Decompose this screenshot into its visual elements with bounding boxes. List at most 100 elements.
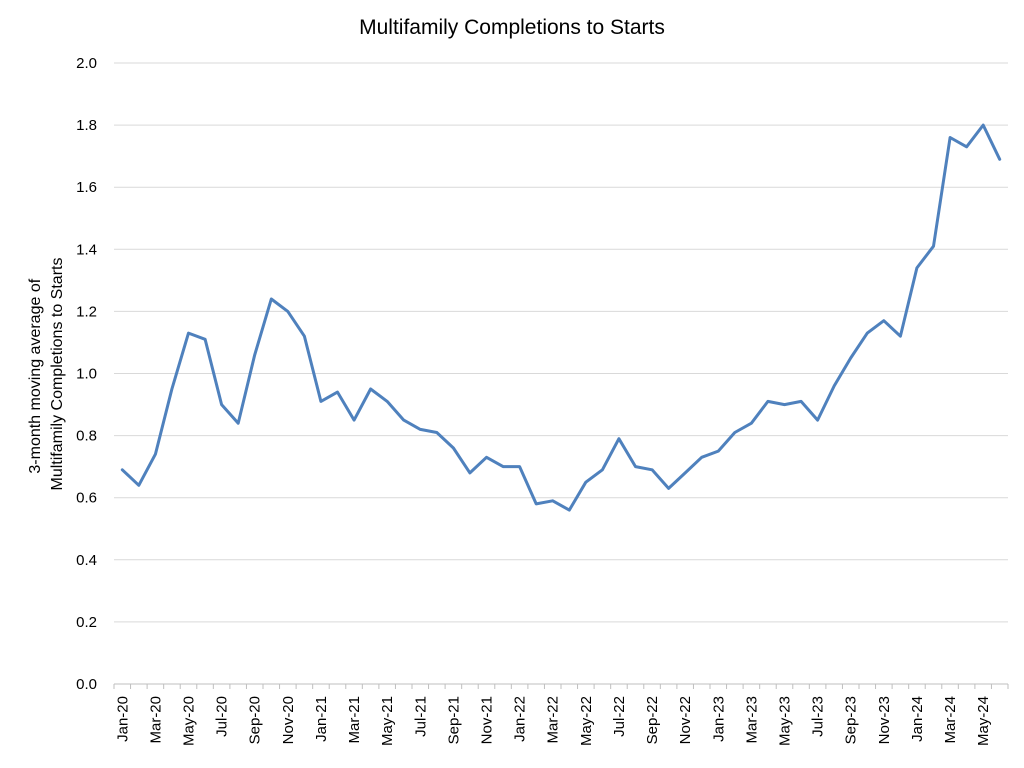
data-point bbox=[452, 447, 455, 450]
data-point bbox=[286, 310, 289, 313]
x-tick-label: May-24 bbox=[975, 696, 992, 746]
data-point bbox=[170, 388, 173, 391]
x-tick-label: Mar-21 bbox=[346, 696, 363, 744]
data-point bbox=[253, 353, 256, 356]
data-point bbox=[833, 384, 836, 387]
data-point bbox=[601, 468, 604, 471]
y-tick-label: 0.6 bbox=[76, 490, 97, 507]
data-point bbox=[899, 335, 902, 338]
y-tick-label: 1.6 bbox=[76, 179, 97, 196]
x-tick-label: Sep-22 bbox=[644, 696, 661, 744]
data-point bbox=[220, 403, 223, 406]
x-tick-label: Sep-21 bbox=[445, 696, 462, 744]
data-point bbox=[915, 266, 918, 269]
data-point bbox=[717, 450, 720, 453]
data-point bbox=[187, 332, 190, 335]
x-tick-label: May-21 bbox=[379, 696, 396, 746]
y-tick-label: 1.0 bbox=[76, 366, 97, 383]
data-point bbox=[386, 400, 389, 403]
data-point bbox=[551, 499, 554, 502]
x-tick-label: Jul-23 bbox=[810, 696, 827, 737]
gridlines bbox=[114, 62, 1008, 685]
x-tick-label: Mar-23 bbox=[743, 696, 760, 744]
x-tick-label: Sep-23 bbox=[843, 696, 860, 744]
x-tick-label: Mar-22 bbox=[545, 696, 562, 744]
data-point bbox=[369, 388, 372, 391]
y-axis-title-line-2: Multifamily Completions to Starts bbox=[49, 258, 66, 491]
data-point bbox=[154, 453, 157, 456]
y-axis-ticks: 0.0 0.2 0.4 0.6 0.8 1.0 1.2 1.4 1.6 1.8 2.0 bbox=[76, 55, 97, 693]
data-point bbox=[617, 437, 620, 440]
data-point bbox=[303, 335, 306, 338]
data-point bbox=[998, 158, 1001, 161]
data-point bbox=[535, 502, 538, 505]
data-point bbox=[353, 419, 356, 422]
x-tick-label: Jan-23 bbox=[710, 696, 727, 742]
x-tick-label: Jan-22 bbox=[512, 696, 529, 742]
data-point bbox=[766, 400, 769, 403]
data-point bbox=[237, 422, 240, 425]
data-point bbox=[121, 468, 124, 471]
x-tick-label: Nov-21 bbox=[479, 696, 496, 744]
data-point bbox=[204, 338, 207, 341]
x-tick-label: Jan-24 bbox=[909, 696, 926, 742]
data-point bbox=[849, 356, 852, 359]
x-tick-label: May-20 bbox=[181, 696, 198, 746]
data-point bbox=[634, 465, 637, 468]
data-point bbox=[667, 487, 670, 490]
y-tick-label: 1.8 bbox=[76, 117, 97, 134]
data-point bbox=[700, 456, 703, 459]
x-tick-label: Nov-22 bbox=[677, 696, 694, 744]
series-line bbox=[120, 123, 1002, 512]
x-tick-label: May-22 bbox=[578, 696, 595, 746]
x-tick-label: Mar-24 bbox=[942, 696, 959, 744]
data-point bbox=[502, 465, 505, 468]
data-point bbox=[336, 391, 339, 394]
y-tick-label: 0.4 bbox=[76, 552, 97, 569]
data-point bbox=[684, 471, 687, 474]
x-tick-label: Jan-21 bbox=[313, 696, 330, 742]
y-tick-label: 1.4 bbox=[76, 241, 97, 258]
data-point bbox=[402, 419, 405, 422]
data-point bbox=[468, 471, 471, 474]
chart-title: Multifamily Completions to Starts bbox=[359, 16, 665, 39]
data-point bbox=[435, 431, 438, 434]
x-tick-label: Sep-20 bbox=[247, 696, 264, 744]
y-tick-label: 0.8 bbox=[76, 428, 97, 445]
data-point bbox=[965, 145, 968, 148]
x-tick-label: Nov-20 bbox=[280, 696, 297, 744]
x-tick-label: Jan-20 bbox=[114, 696, 131, 742]
x-tick-label: May-23 bbox=[777, 696, 794, 746]
x-tick-label: Jul-20 bbox=[214, 696, 231, 737]
data-point bbox=[882, 319, 885, 322]
data-point bbox=[750, 422, 753, 425]
data-point bbox=[319, 400, 322, 403]
data-point bbox=[733, 431, 736, 434]
data-point bbox=[485, 456, 488, 459]
x-tick-label: Jul-22 bbox=[611, 696, 628, 737]
data-point bbox=[518, 465, 521, 468]
data-point bbox=[568, 509, 571, 512]
data-point bbox=[419, 428, 422, 431]
y-tick-label: 0.2 bbox=[76, 614, 97, 631]
data-point bbox=[783, 403, 786, 406]
y-tick-label: 2.0 bbox=[76, 55, 97, 72]
data-point bbox=[982, 124, 985, 127]
data-point bbox=[932, 245, 935, 248]
x-tick-label: Nov-23 bbox=[876, 696, 893, 744]
x-tick-label: Mar-20 bbox=[147, 696, 164, 744]
y-axis-title-line-1: 3-month moving average of bbox=[27, 278, 44, 473]
y-tick-label: 0.0 bbox=[76, 676, 97, 693]
series-layer bbox=[120, 123, 1002, 512]
data-point bbox=[816, 419, 819, 422]
x-tick-label: Jul-21 bbox=[412, 696, 429, 737]
data-point bbox=[949, 136, 952, 139]
data-point bbox=[800, 400, 803, 403]
data-point bbox=[866, 332, 869, 335]
data-point bbox=[137, 484, 140, 487]
y-tick-label: 1.2 bbox=[76, 303, 97, 320]
data-point bbox=[270, 297, 273, 300]
x-axis-ticks: Jan-20 Mar-20 May-20 Jul-20 Sep-20 Nov-20 Jan-… bbox=[113, 684, 1009, 746]
y-axis-title: 3-month moving average of Multifamily Co… bbox=[27, 258, 66, 491]
